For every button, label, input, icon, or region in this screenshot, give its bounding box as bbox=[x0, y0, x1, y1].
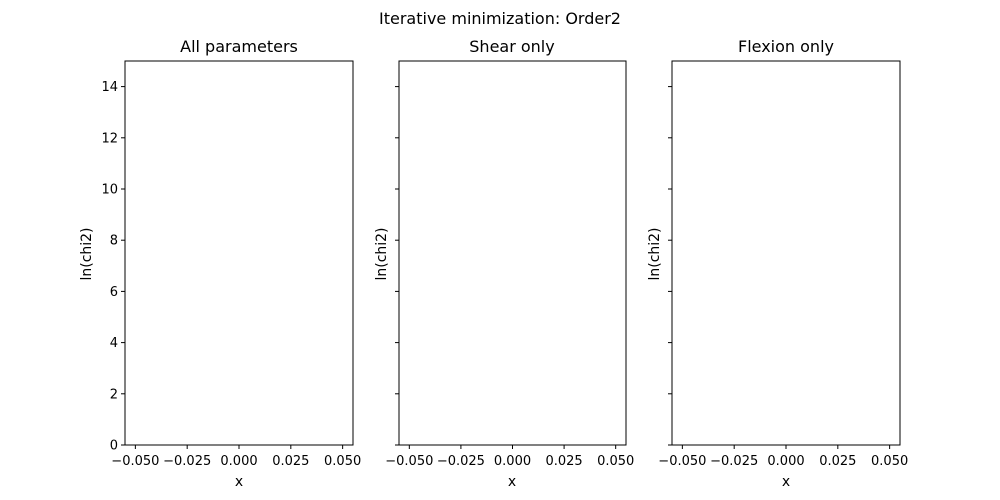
tick-layer: −0.050 −0.025 0.000 0.025 0.050 bbox=[658, 86, 908, 469]
x-axis-label: x bbox=[782, 474, 790, 490]
x-tick-label: 0.025 bbox=[819, 454, 856, 469]
subplot-title: Shear only bbox=[469, 37, 554, 56]
y-tick-label: 8 bbox=[110, 234, 118, 249]
y-axis-label: ln(chi2) bbox=[647, 227, 663, 280]
plot-frame bbox=[671, 60, 901, 446]
figure-suptitle: Iterative minimization: Order2 bbox=[379, 9, 621, 28]
x-tick-label: 0.025 bbox=[272, 454, 309, 469]
x-tick-label: 0.050 bbox=[597, 454, 634, 469]
x-tick-label: −0.050 bbox=[111, 454, 159, 469]
subplot-flexion-only: Flexion only x ln(chi2) −0.050 −0.025 0.00… bbox=[647, 37, 908, 490]
y-axis-label: ln(chi2) bbox=[79, 227, 95, 280]
plot-frame bbox=[124, 60, 354, 446]
x-tick-label: 0.000 bbox=[494, 454, 531, 469]
x-tick-label: 0.050 bbox=[871, 454, 908, 469]
tick-layer: −0.050 −0.025 0.000 0.025 0.050 bbox=[385, 86, 634, 469]
plot-frame bbox=[398, 60, 627, 446]
x-tick-label: 0.000 bbox=[767, 454, 804, 469]
y-axis-label: ln(chi2) bbox=[374, 227, 390, 280]
y-tick-label: 4 bbox=[110, 336, 118, 351]
tick-layer: −0.050 −0.025 0.000 0.025 0.050 0 2 4 6 8 10 12 14 bbox=[101, 80, 361, 469]
y-tick-label: 0 bbox=[110, 439, 118, 454]
x-axis-label: x bbox=[508, 474, 516, 490]
y-tick-label: 2 bbox=[110, 387, 118, 402]
x-tick-label: 0.050 bbox=[324, 454, 361, 469]
subplot-title: Flexion only bbox=[738, 37, 834, 56]
x-tick-label: −0.050 bbox=[385, 454, 433, 469]
y-tick-label: 10 bbox=[101, 183, 118, 198]
x-tick-label: −0.025 bbox=[710, 454, 758, 469]
subplot-title: All parameters bbox=[180, 37, 298, 56]
y-tick-label: 6 bbox=[110, 285, 118, 300]
x-axis-label: x bbox=[235, 474, 243, 490]
x-tick-label: 0.000 bbox=[220, 454, 257, 469]
x-tick-label: 0.025 bbox=[545, 454, 582, 469]
x-tick-label: −0.050 bbox=[658, 454, 706, 469]
y-tick-label: 12 bbox=[101, 131, 118, 146]
subplot-shear-only: Shear only x ln(chi2) −0.050 −0.025 0.000 0… bbox=[374, 37, 634, 490]
y-tick-label: 14 bbox=[101, 80, 118, 95]
subplot-all-parameters: All parameters x ln(chi2) −0.050 −0.025 0.… bbox=[79, 37, 361, 490]
x-tick-label: −0.025 bbox=[437, 454, 485, 469]
x-tick-label: −0.025 bbox=[163, 454, 211, 469]
